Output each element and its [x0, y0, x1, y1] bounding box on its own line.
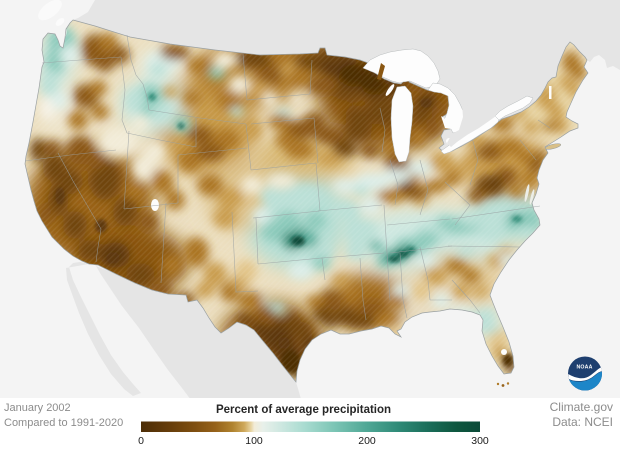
svg-text:Compared to 1991-2020: Compared to 1991-2020 — [4, 417, 123, 429]
svg-text:January 2002: January 2002 — [4, 402, 71, 414]
svg-text:Climate.gov: Climate.gov — [550, 400, 613, 414]
svg-text:0: 0 — [138, 435, 144, 447]
svg-text:100: 100 — [245, 435, 263, 447]
svg-text:Data: NCEI: Data: NCEI — [552, 415, 613, 429]
svg-text:300: 300 — [471, 435, 489, 447]
svg-text:NOAA: NOAA — [576, 365, 592, 371]
svg-text:200: 200 — [358, 435, 376, 447]
svg-text:Percent of average precipitati: Percent of average precipitation — [216, 404, 391, 416]
